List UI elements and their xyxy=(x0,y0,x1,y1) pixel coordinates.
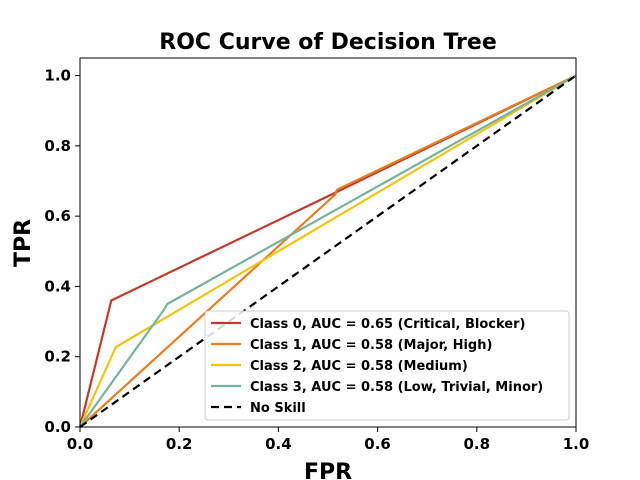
x-tick-label: 0.2 xyxy=(166,435,193,453)
y-axis-label: TPR xyxy=(11,219,36,267)
legend-label: Class 3, AUC = 0.58 (Low, Trivial, Minor… xyxy=(250,380,543,395)
plot-border xyxy=(79,57,577,428)
legend: Class 0, AUC = 0.65 (Critical, Blocker) C… xyxy=(204,310,570,421)
x-tick-label: 0.8 xyxy=(464,435,491,453)
legend-label: Class 1, AUC = 0.58 (Major, High) xyxy=(250,338,492,353)
y-tick-label: 0.6 xyxy=(44,207,71,225)
y-tick-label: 0.0 xyxy=(44,418,71,436)
legend-label: No Skill xyxy=(250,401,306,416)
legend-items: Class 0, AUC = 0.65 (Critical, Blocker) C… xyxy=(211,317,543,416)
legend-label: Class 2, AUC = 0.58 (Medium) xyxy=(250,359,468,374)
y-tick-label: 0.8 xyxy=(44,137,71,155)
x-tick-label: 1.0 xyxy=(563,435,590,453)
y-axis-ticks: 0.0 0.2 0.4 0.6 0.8 1.0 xyxy=(44,67,80,436)
x-tick-label: 0.6 xyxy=(364,435,391,453)
x-tick-label: 0.0 xyxy=(67,435,94,453)
chart-title: ROC Curve of Decision Tree xyxy=(159,30,497,55)
x-tick-label: 0.4 xyxy=(265,435,292,453)
series-line-3 xyxy=(79,74,577,428)
series-line-4 xyxy=(79,74,577,428)
x-axis-ticks: 0.0 0.2 0.4 0.6 0.8 1.0 xyxy=(67,427,590,453)
y-tick-label: 0.2 xyxy=(44,348,71,366)
legend-label: Class 0, AUC = 0.65 (Critical, Blocker) xyxy=(250,317,525,332)
y-tick-label: 0.4 xyxy=(44,277,71,295)
legend-box xyxy=(204,310,570,421)
series-line-2 xyxy=(78,74,577,428)
x-axis-label: FPR xyxy=(304,460,352,480)
y-tick-label: 1.0 xyxy=(44,67,71,85)
